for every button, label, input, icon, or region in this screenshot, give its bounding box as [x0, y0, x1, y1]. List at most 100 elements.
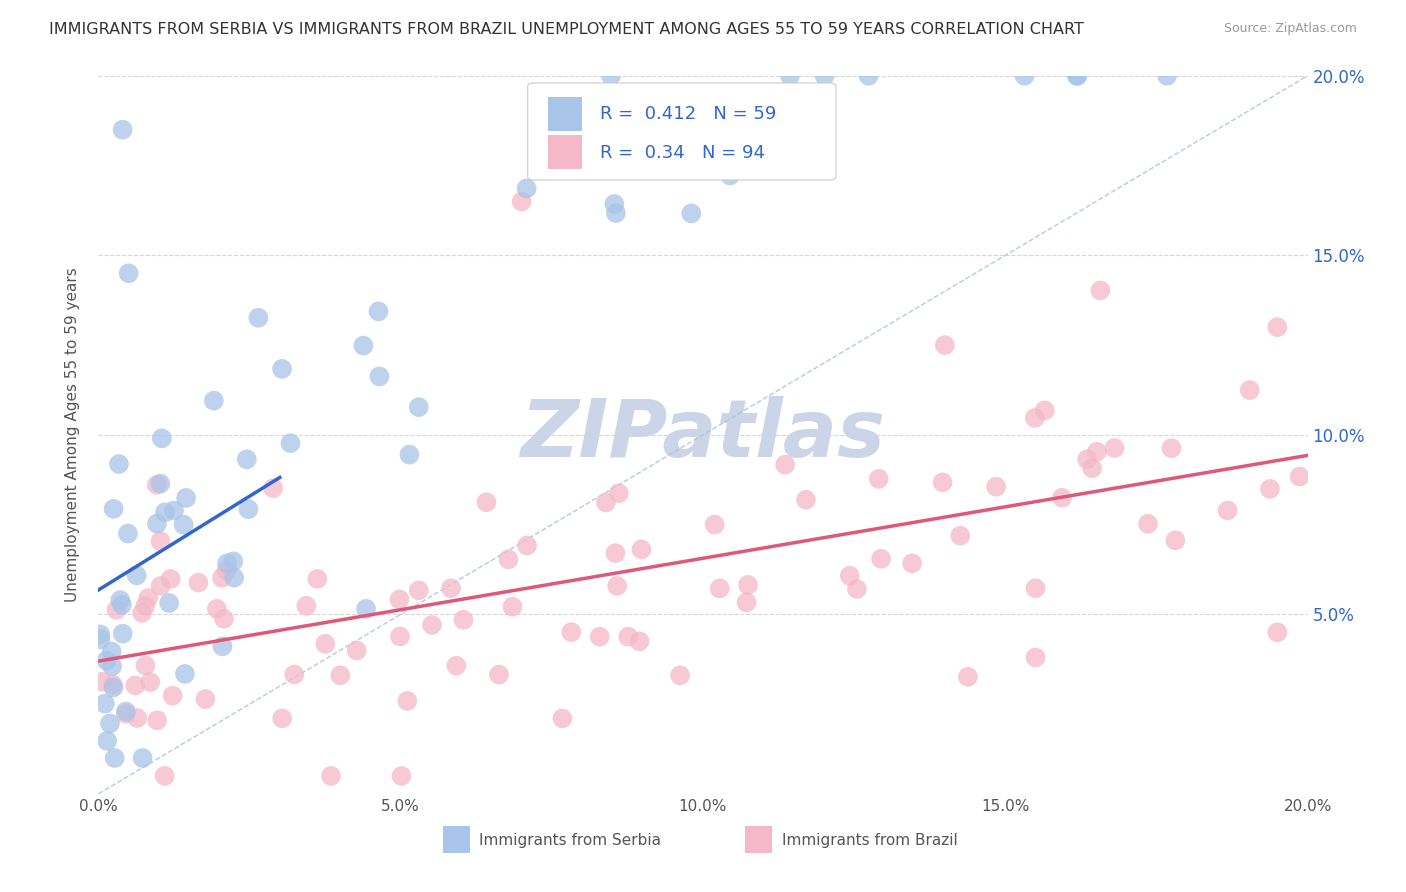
Point	[96, 734, 118, 748]
Point	[205, 602, 228, 616]
Point	[354, 602, 377, 616]
Point	[398, 448, 420, 462]
Point	[1024, 650, 1046, 665]
Point	[101, 677, 124, 691]
Point	[1104, 441, 1126, 455]
Point	[224, 571, 246, 585]
Point	[551, 711, 574, 725]
Point	[111, 122, 134, 136]
Point	[901, 557, 924, 571]
Point	[1081, 461, 1104, 475]
Point	[108, 457, 131, 471]
Point	[1090, 284, 1112, 298]
Point	[91, 674, 114, 689]
Point	[90, 632, 112, 647]
Point	[280, 436, 302, 450]
Point	[162, 689, 184, 703]
Bar	[443, 826, 470, 854]
Point	[110, 593, 132, 607]
Point	[125, 568, 148, 582]
Point	[153, 505, 176, 519]
Point	[238, 502, 260, 516]
Point	[150, 431, 173, 445]
Point	[100, 644, 122, 658]
Point	[1050, 491, 1073, 505]
Point	[600, 69, 623, 83]
Point	[124, 678, 146, 692]
Bar	[548, 135, 582, 169]
Point	[617, 630, 640, 644]
Text: IMMIGRANTS FROM SERBIA VS IMMIGRANTS FROM BRAZIL UNEMPLOYMENT AMONG AGES 55 TO 5: IMMIGRANTS FROM SERBIA VS IMMIGRANTS FRO…	[49, 22, 1084, 37]
Point	[718, 169, 741, 183]
Point	[174, 491, 197, 505]
Point	[607, 486, 630, 500]
FancyBboxPatch shape	[527, 83, 837, 180]
Point	[217, 557, 239, 571]
Point	[813, 69, 835, 83]
Point	[114, 706, 136, 721]
Point	[262, 481, 284, 495]
Point	[136, 591, 159, 605]
Point	[215, 563, 238, 577]
Point	[131, 606, 153, 620]
Point	[984, 480, 1007, 494]
Point	[1085, 445, 1108, 459]
Point	[388, 629, 411, 643]
Point	[146, 478, 169, 492]
Point	[352, 338, 374, 352]
Text: Immigrants from Brazil: Immigrants from Brazil	[782, 833, 957, 848]
Point	[131, 751, 153, 765]
Point	[845, 582, 868, 596]
Point	[1024, 411, 1046, 425]
Point	[103, 681, 125, 695]
Point	[453, 613, 475, 627]
Point	[319, 769, 342, 783]
Point	[211, 571, 233, 585]
Point	[516, 539, 538, 553]
Point	[134, 658, 156, 673]
Point	[603, 197, 626, 211]
Point	[212, 612, 235, 626]
Point	[367, 304, 389, 318]
Point	[1137, 516, 1160, 531]
Point	[103, 501, 125, 516]
Point	[605, 546, 627, 560]
Point	[630, 542, 652, 557]
Point	[870, 551, 893, 566]
Point	[1160, 442, 1182, 456]
Point	[1258, 482, 1281, 496]
Point	[105, 603, 128, 617]
Point	[96, 654, 118, 668]
Point	[329, 668, 352, 682]
Point	[139, 675, 162, 690]
Point	[1066, 69, 1088, 83]
Point	[628, 634, 651, 648]
Point	[149, 579, 172, 593]
Point	[111, 626, 134, 640]
Point	[89, 627, 111, 641]
Point	[236, 452, 259, 467]
Point	[709, 582, 731, 596]
Point	[1288, 469, 1310, 483]
Point	[868, 472, 890, 486]
Point	[174, 667, 197, 681]
Point	[1014, 69, 1036, 83]
Point	[247, 310, 270, 325]
Point	[271, 362, 294, 376]
Point	[498, 552, 520, 566]
Point	[956, 670, 979, 684]
Point	[211, 640, 233, 654]
Point	[187, 575, 209, 590]
Point	[146, 516, 169, 531]
Point	[502, 599, 524, 614]
Point	[408, 400, 430, 414]
Point	[773, 458, 796, 472]
Point	[510, 194, 533, 209]
Point	[1239, 383, 1261, 397]
Point	[1267, 625, 1289, 640]
Point	[595, 495, 617, 509]
Bar	[745, 826, 772, 854]
Point	[779, 69, 801, 83]
Point	[1024, 581, 1046, 595]
Point	[838, 568, 860, 582]
